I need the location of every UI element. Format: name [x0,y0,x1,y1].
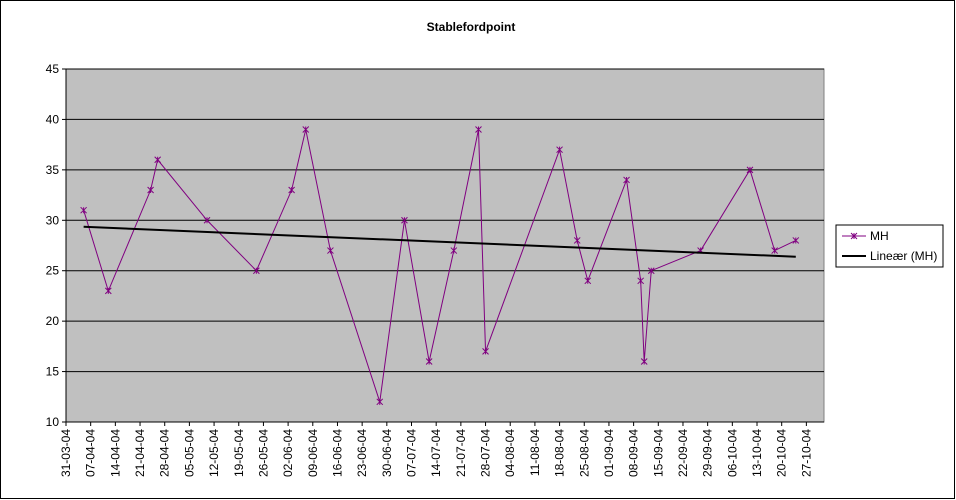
x-tick-label: 28-07-04 [479,429,493,477]
point-marker [302,126,310,133]
x-tick-label: 14-07-04 [429,429,443,477]
point-marker [792,237,800,244]
point-marker [623,176,630,184]
x-tick-label: 07-04-04 [84,429,98,477]
point-marker [573,237,581,244]
x-tick-label: 06-10-04 [725,429,739,477]
trendline [83,225,796,258]
point-marker [482,348,489,355]
point-marker [376,398,384,406]
x-tick-label: 26-05-04 [256,429,270,477]
x-tick-label: 22-09-04 [676,429,690,477]
y-tick-label: 45 [46,62,60,76]
y-tick-label: 30 [46,213,60,227]
series-line [83,129,797,402]
x-tick-label: 07-07-04 [405,429,419,477]
legend-label: MH [870,229,889,243]
x-tick-label: 15-09-04 [651,429,665,477]
point-marker [647,267,655,275]
legend-label: Lineær (MH) [870,249,937,263]
x-tick-label: 21-04-04 [133,429,147,477]
x-tick-label: 13-10-04 [750,429,764,477]
x-tick-label: 01-09-04 [602,429,616,477]
x-tick-label: 20-10-04 [775,429,789,477]
x-tick-label: 09-06-04 [306,429,320,477]
point-marker [450,247,458,254]
x-tick-label: 25-08-04 [577,429,591,477]
x-tick-label: 29-09-04 [701,429,715,477]
point-marker [637,277,645,285]
point-marker [556,146,563,154]
y-tick-label: 25 [46,264,60,278]
x-tick-label: 23-06-04 [355,429,369,477]
chart-title: Stablefordpoint [427,20,516,34]
point-marker [640,358,648,365]
point-marker [203,216,211,224]
x-tick-label: 05-05-04 [182,429,196,477]
legend-box [835,224,944,268]
x-tick-label: 11-08-04 [528,429,542,476]
point-marker [746,166,754,174]
point-marker [154,156,162,164]
x-tick-label: 14-04-04 [108,429,122,477]
x-tick-label: 08-09-04 [627,429,641,477]
point-marker [104,287,112,295]
x-tick-label: 21-07-04 [454,429,468,477]
x-tick-label: 02-06-04 [281,429,295,477]
x-tick-label: 30-06-04 [380,429,394,477]
x-tick-label: 27-10-04 [799,429,813,477]
point-marker [475,126,482,133]
point-marker [584,277,592,285]
point-marker [253,267,260,275]
x-tick-label: 12-05-04 [207,429,221,477]
x-tick-label: 18-08-04 [553,429,567,477]
x-tick-label: 04-08-04 [503,429,517,477]
legend-marker [850,232,858,240]
point-marker [401,216,408,224]
y-tick-label: 20 [46,314,60,328]
plot-area [65,68,825,423]
y-tick-label: 40 [46,112,60,126]
x-tick-label: 16-06-04 [330,429,344,477]
point-marker [288,186,295,194]
point-marker [327,247,334,254]
point-marker [147,186,154,194]
point-marker [425,358,433,365]
y-tick-label: 35 [46,163,60,177]
x-tick-label: 31-03-04 [59,429,73,477]
point-marker [771,247,778,254]
x-tick-label: 28-04-04 [158,429,172,477]
y-tick-label: 10 [46,415,60,429]
point-marker [80,206,87,214]
x-tick-label: 19-05-04 [232,429,246,477]
y-tick-label: 15 [46,365,60,379]
